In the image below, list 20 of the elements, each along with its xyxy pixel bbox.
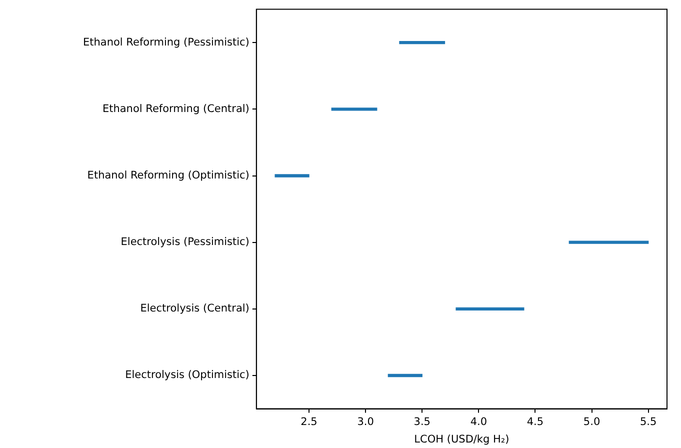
bar (274, 174, 310, 178)
bar (331, 108, 378, 111)
y-tick-label: Ethanol Reforming (Optimistic) (87, 169, 250, 182)
x-tick-label: 4.5 (526, 416, 544, 428)
y-tick-label: Electrolysis (Central) (140, 302, 250, 315)
y-tick-label: Electrolysis (Pessimistic) (120, 236, 250, 248)
y-tick-label: Ethanol Reforming (Pessimistic) (83, 36, 250, 48)
y-tick-label: Electrolysis (Optimistic) (125, 369, 250, 382)
x-axis-title: LCOH (USD/kg H₂) (414, 433, 510, 446)
x-tick-label: 5.0 (583, 416, 600, 428)
x-tick-label: 2.5 (300, 416, 318, 428)
y-tick-label: Ethanol Reforming (Central) (102, 102, 250, 115)
bar (456, 307, 524, 311)
x-tick-label: 3.5 (414, 416, 430, 428)
x-tick-label: 3.0 (357, 416, 374, 428)
x-tick-label: 4.0 (470, 416, 488, 428)
bar (568, 240, 649, 244)
bar (388, 374, 422, 378)
bar (399, 41, 446, 44)
x-tick-label: 5.5 (640, 416, 657, 428)
